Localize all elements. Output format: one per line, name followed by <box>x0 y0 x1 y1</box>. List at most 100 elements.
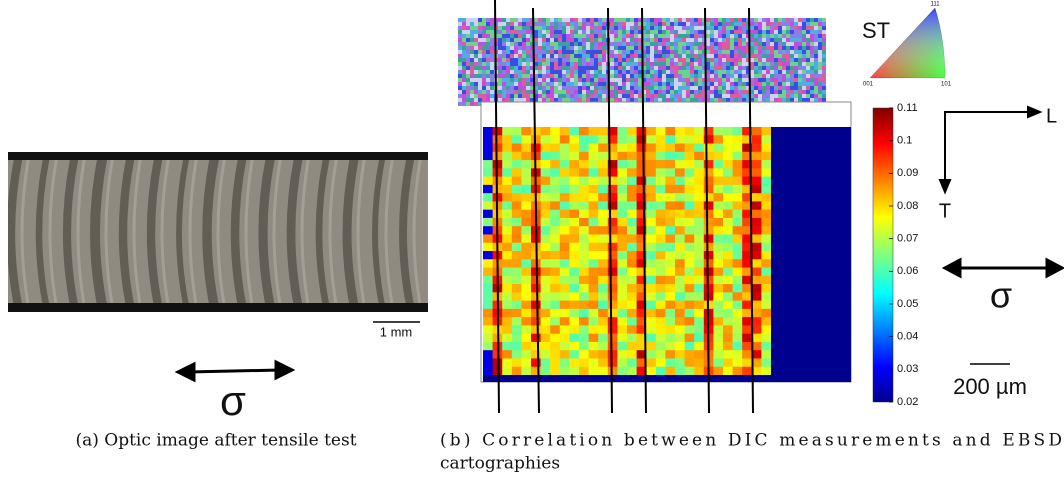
grain <box>582 94 586 98</box>
grain <box>566 78 570 82</box>
cell <box>761 151 772 161</box>
grain <box>790 70 794 74</box>
grain <box>514 50 518 54</box>
cell <box>502 251 513 260</box>
grain <box>822 34 826 38</box>
cell <box>694 143 705 153</box>
grain <box>618 94 622 98</box>
grain <box>710 34 714 38</box>
grain <box>762 34 766 38</box>
cell <box>732 226 743 235</box>
grain <box>562 42 566 46</box>
grain <box>746 54 750 58</box>
grain <box>466 98 470 102</box>
cell <box>559 226 570 235</box>
grain <box>458 78 462 82</box>
grain <box>554 46 558 50</box>
cell <box>502 217 513 227</box>
grain <box>566 62 570 66</box>
grain <box>766 30 770 34</box>
cell <box>665 358 676 368</box>
grain <box>770 62 774 66</box>
grain <box>710 58 714 62</box>
cell <box>502 259 513 269</box>
grain <box>818 26 822 30</box>
grain <box>682 22 686 26</box>
cell <box>694 292 705 302</box>
cell <box>502 135 513 145</box>
grain <box>806 86 810 90</box>
cell <box>636 284 647 293</box>
cell <box>588 184 599 194</box>
grain <box>630 54 634 58</box>
grain <box>554 90 558 94</box>
grain <box>550 78 554 82</box>
grain <box>818 86 822 90</box>
cell <box>521 127 532 136</box>
grain <box>734 70 738 74</box>
grain <box>778 46 782 50</box>
grain <box>650 74 654 78</box>
grain <box>546 98 550 102</box>
grain <box>570 18 574 22</box>
grain <box>470 78 474 82</box>
grain <box>694 78 698 82</box>
grain <box>590 18 594 22</box>
grain <box>514 58 518 62</box>
cell <box>751 234 762 244</box>
grain <box>458 98 462 102</box>
cell <box>636 160 647 169</box>
cell <box>502 308 513 318</box>
grain <box>522 50 526 54</box>
cell <box>569 242 580 252</box>
grain <box>742 66 746 70</box>
grain <box>670 82 674 86</box>
cell <box>713 176 724 186</box>
cell <box>751 350 762 359</box>
grain <box>634 94 638 98</box>
grain <box>702 42 706 46</box>
cell <box>540 317 551 326</box>
grain <box>822 30 826 34</box>
cell <box>511 143 522 153</box>
grain <box>466 58 470 62</box>
grain <box>558 62 562 66</box>
grain <box>810 62 814 66</box>
cell <box>540 267 551 277</box>
grain <box>546 46 550 50</box>
grain <box>662 30 666 34</box>
cell <box>703 184 714 194</box>
cell <box>540 333 551 343</box>
grain <box>642 42 646 46</box>
grain <box>558 66 562 70</box>
grain <box>762 42 766 46</box>
grain <box>706 70 710 74</box>
grain <box>746 62 750 66</box>
grain <box>746 22 750 26</box>
cell <box>483 127 494 136</box>
ipf-corner: 001 <box>863 82 874 88</box>
cell <box>617 333 628 343</box>
grain <box>466 70 470 74</box>
grain <box>750 38 754 42</box>
cell <box>579 193 590 202</box>
cell <box>607 284 618 293</box>
band <box>315 158 330 306</box>
grain <box>662 54 666 58</box>
cell <box>627 209 638 219</box>
grain <box>574 70 578 74</box>
grain <box>694 54 698 58</box>
cell <box>646 242 657 252</box>
grain <box>762 86 766 90</box>
grain <box>626 70 630 74</box>
grain <box>698 54 702 58</box>
cell <box>723 251 734 260</box>
grain <box>790 78 794 82</box>
grain <box>642 38 646 42</box>
grain <box>474 46 478 50</box>
grain <box>658 50 662 54</box>
grain <box>658 18 662 22</box>
cell <box>723 127 734 136</box>
grain <box>622 90 626 94</box>
cell <box>713 292 724 302</box>
